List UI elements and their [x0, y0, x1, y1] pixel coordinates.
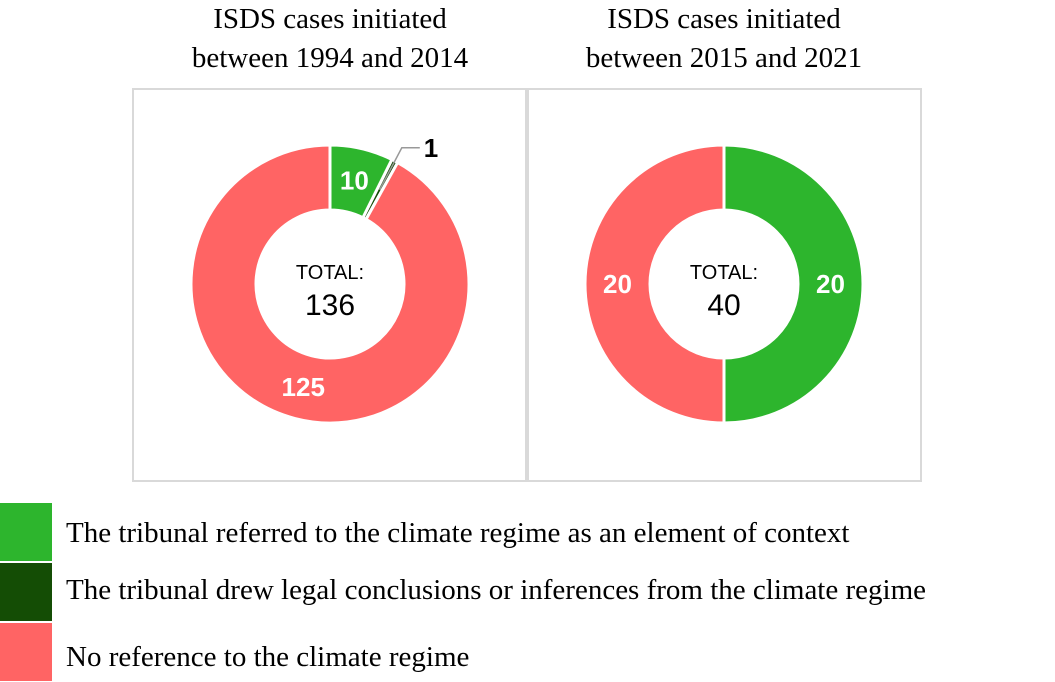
- slice-data-label: 1: [424, 133, 438, 163]
- donut-slice-no-reference-to-the-climate-regime: [189, 143, 471, 425]
- slice-data-label: 20: [603, 269, 632, 299]
- legend-item-legal: The tribunal drew legal conclusions or i…: [0, 563, 926, 621]
- total-caption: TOTAL:: [296, 262, 364, 284]
- legend-label: The tribunal drew legal conclusions or i…: [66, 574, 926, 606]
- slice-data-label: 20: [816, 269, 845, 299]
- legend-swatch: [0, 623, 52, 681]
- total-value: 40: [707, 289, 740, 322]
- donut-slices: 10 1 125: [189, 133, 471, 425]
- chart-title-line-1: ISDS cases initiated: [213, 3, 447, 35]
- chart-title-line-1: ISDS cases initiated: [607, 3, 841, 35]
- legend-label: No reference to the climate regime: [66, 641, 469, 673]
- donut-slice-no-reference-to-the-climate-regime: [583, 143, 726, 425]
- legend-swatch: [0, 563, 52, 621]
- chart-title-line-2: between 2015 and 2021: [586, 42, 862, 74]
- legend: The tribunal referred to the climate reg…: [0, 503, 926, 681]
- donut-panel-1994-2014: ISDS cases initiated between 1994 and 20…: [132, 3, 527, 482]
- slice-data-label: 10: [340, 165, 369, 195]
- donut-panel-2015-2021: ISDS cases initiated between 2015 and 20…: [527, 3, 922, 482]
- legend-item-context: The tribunal referred to the climate reg…: [0, 503, 849, 561]
- legend-swatch: [0, 503, 52, 561]
- total-caption: TOTAL:: [690, 262, 758, 284]
- legend-label: The tribunal referred to the climate reg…: [66, 517, 849, 549]
- slice-data-label: 125: [282, 372, 325, 402]
- total-value: 136: [305, 289, 355, 322]
- callout-leader-line: [378, 147, 420, 191]
- chart-title-line-2: between 1994 and 2014: [192, 42, 469, 74]
- legend-item-none: No reference to the climate regime: [0, 623, 469, 681]
- donut-slice-the-tribunal-referred-to-the-climate-reg: [722, 143, 865, 425]
